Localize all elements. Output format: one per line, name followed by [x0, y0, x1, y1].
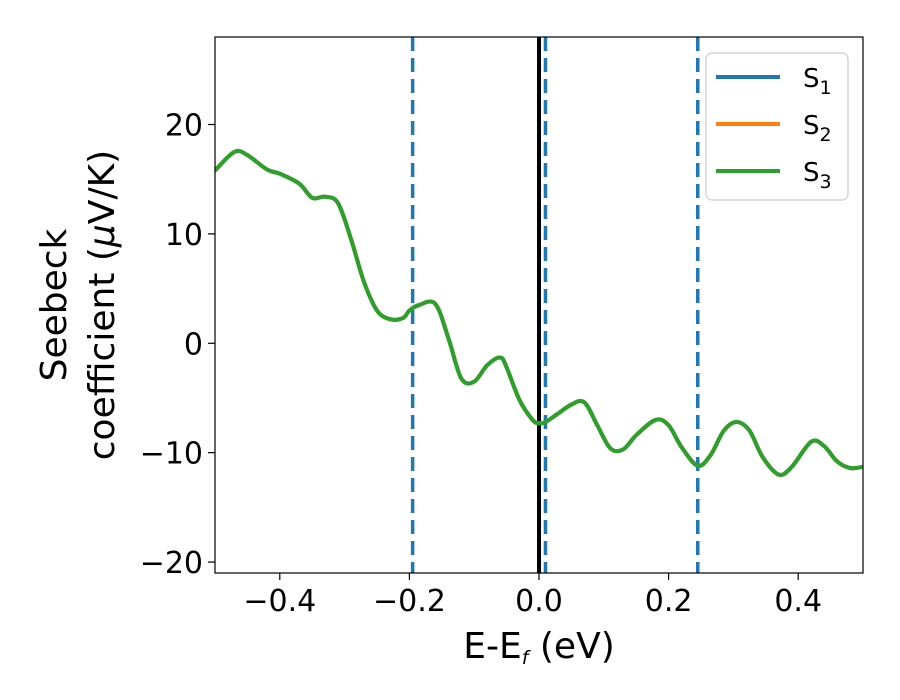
- x-tick-label: 0.4: [774, 584, 822, 619]
- y-axis-ticks: −20 −10 0 10 20: [140, 109, 215, 581]
- x-axis-ticks: −0.4 −0.2 0.0 0.2 0.4: [243, 573, 822, 619]
- y-tick-label: 20: [165, 109, 203, 144]
- legend-box: [705, 52, 849, 201]
- legend-label-s2: S2: [803, 111, 832, 146]
- series-line-s3: [215, 148, 863, 477]
- y-axis-label-line2: coefficient (μV/K): [82, 150, 123, 460]
- y-tick-label: 0: [184, 327, 203, 362]
- y-axis-label: Seebeck coefficient (μV/K): [34, 150, 123, 460]
- x-tick-label: −0.2: [373, 584, 446, 619]
- series-lines: [215, 148, 863, 477]
- x-tick-label: 0.2: [645, 584, 693, 619]
- legend-label-s1: S1: [803, 64, 832, 99]
- y-tick-label: −10: [140, 437, 203, 472]
- x-axis-label: E-Ef (eV): [463, 626, 615, 669]
- y-tick-label: −20: [140, 546, 203, 581]
- x-tick-label: 0.0: [515, 584, 563, 619]
- legend: S1 S2 S3: [705, 52, 849, 201]
- y-axis-label-line1: Seebeck: [34, 228, 75, 381]
- x-tick-label: −0.4: [243, 584, 316, 619]
- reference-lines: [410, 37, 700, 573]
- legend-label-s3: S3: [803, 158, 832, 193]
- y-tick-label: 10: [165, 218, 203, 253]
